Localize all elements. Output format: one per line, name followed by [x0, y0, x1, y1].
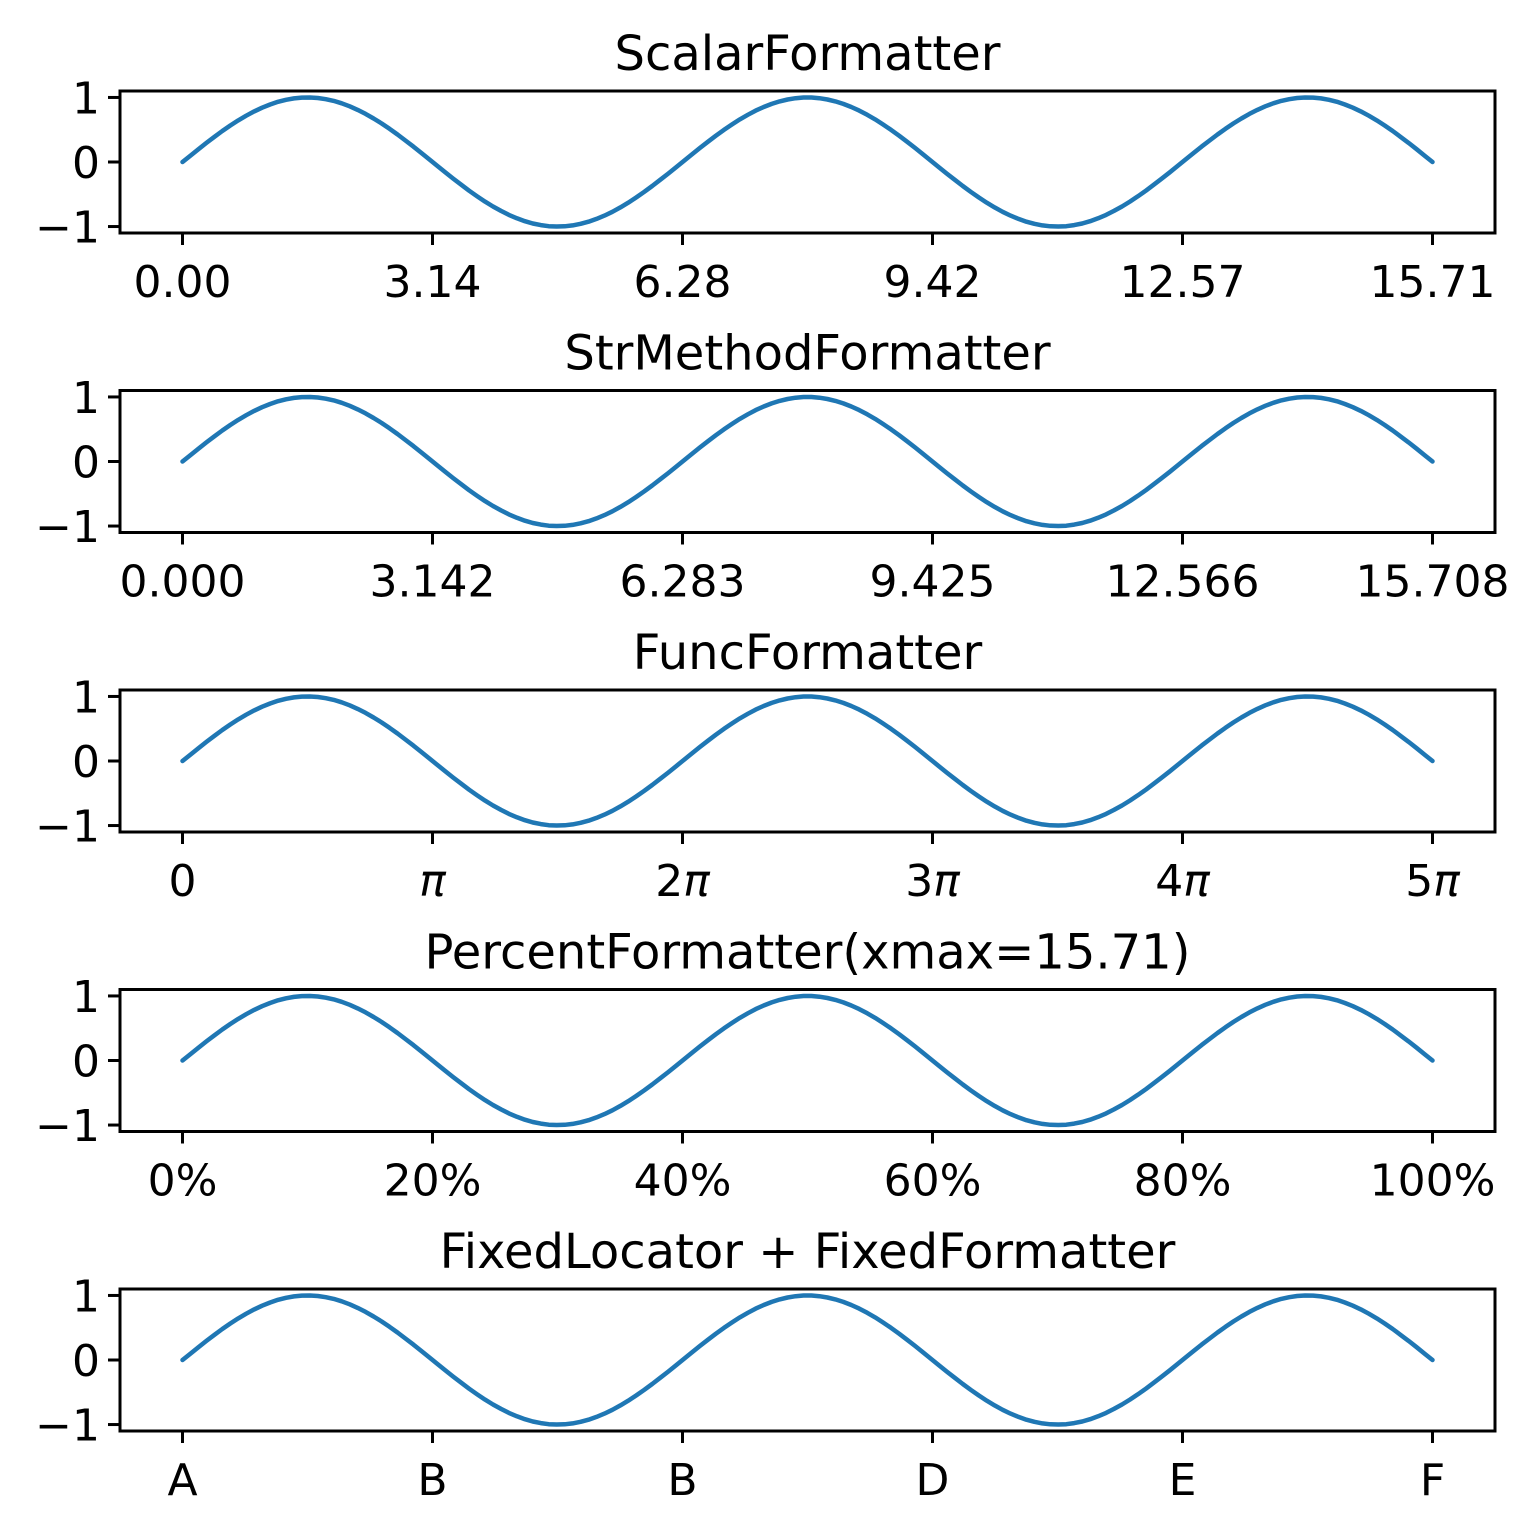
- y-tick-label: 1: [72, 672, 100, 723]
- y-tick-label: 1: [72, 373, 100, 424]
- x-tick-label: B: [667, 1455, 697, 1506]
- x-tick-label: 20%: [384, 1156, 482, 1207]
- x-tick-label: 2π: [655, 856, 711, 907]
- x-tick-label: 3.142: [370, 557, 496, 608]
- y-tick-label: 1: [72, 1271, 100, 1322]
- sine-wave-line: [180, 993, 1435, 1128]
- x-tick-label: 3π: [905, 856, 961, 907]
- x-tick-label: 9.42: [884, 257, 982, 308]
- subplot-2: StrMethodFormatter 0.000 3.142 6.283 9.425 12…: [35, 326, 1509, 608]
- x-tick-label: π: [419, 856, 447, 907]
- x-tick-label: 9.425: [870, 557, 996, 608]
- subplot-3: FuncFormatter 0 π 2π 3π 4π 5π 1 0 −1: [35, 625, 1497, 907]
- x-tick-label: 0: [169, 856, 197, 907]
- sine-wave-line: [180, 694, 1435, 828]
- sine-wave-line: [180, 95, 1435, 229]
- x-tick-label: 15.71: [1370, 257, 1496, 308]
- axes-frame: [118, 389, 1497, 534]
- subplot-title: FixedLocator + FixedFormatter: [440, 1224, 1176, 1280]
- x-tick-label: 5π: [1405, 856, 1461, 907]
- x-tick-label: D: [916, 1455, 950, 1506]
- axes-frame: [118, 89, 1497, 235]
- x-tick-label: 4π: [1155, 856, 1211, 907]
- subplot-title: StrMethodFormatter: [564, 326, 1051, 382]
- subplot-5: FixedLocator + FixedFormatter A B B D E F 1 0 −1: [35, 1224, 1497, 1506]
- axes-frame: [118, 688, 1497, 834]
- x-tick-label: 0.000: [120, 557, 246, 608]
- x-tick-label: 60%: [884, 1156, 982, 1207]
- y-tick-label: −1: [35, 203, 100, 254]
- x-tick-label: 0%: [148, 1156, 218, 1207]
- x-tick-label: 12.566: [1106, 557, 1260, 608]
- x-tick-label: 0.00: [134, 257, 232, 308]
- y-tick-label: −1: [35, 1401, 100, 1452]
- subplot-title: PercentFormatter(xmax=15.71): [425, 925, 1191, 981]
- y-tick-label: 1: [72, 972, 100, 1023]
- x-tick-label: 40%: [634, 1156, 732, 1207]
- y-tick-label: −1: [35, 1101, 100, 1152]
- subplot-title: ScalarFormatter: [615, 26, 1001, 82]
- x-tick-label: 15.708: [1356, 557, 1510, 608]
- x-tick-label: 6.283: [620, 557, 746, 608]
- sine-wave-line: [180, 394, 1435, 529]
- y-tick-label: 0: [72, 1037, 100, 1088]
- x-tick-label: B: [417, 1455, 447, 1506]
- y-tick-label: 0: [72, 1336, 100, 1387]
- y-tick-label: −1: [35, 502, 100, 553]
- axes-frame: [118, 988, 1497, 1133]
- x-tick-label: 80%: [1134, 1156, 1232, 1207]
- x-tick-label: F: [1420, 1455, 1445, 1506]
- axes-frame: [118, 1287, 1497, 1433]
- y-tick-label: 1: [72, 73, 100, 124]
- x-tick-label: 12.57: [1120, 257, 1246, 308]
- y-tick-label: 0: [72, 737, 100, 788]
- x-tick-label: A: [167, 1455, 197, 1506]
- subplot-4: PercentFormatter(xmax=15.71) 0% 20% 40% 60% 8…: [35, 925, 1497, 1207]
- x-tick-label: 6.28: [634, 257, 732, 308]
- x-tick-label: E: [1169, 1455, 1197, 1506]
- x-tick-label: 100%: [1370, 1156, 1496, 1207]
- x-tick-label: 3.14: [384, 257, 482, 308]
- subplot-title: FuncFormatter: [633, 625, 983, 681]
- y-tick-label: 0: [72, 438, 100, 489]
- sine-wave-line: [180, 1293, 1435, 1427]
- y-tick-label: 0: [72, 138, 100, 189]
- y-tick-label: −1: [35, 802, 100, 853]
- subplot-1: ScalarFormatter 0.00 3.14 6.28 9.42 12.57 15.7…: [35, 26, 1497, 308]
